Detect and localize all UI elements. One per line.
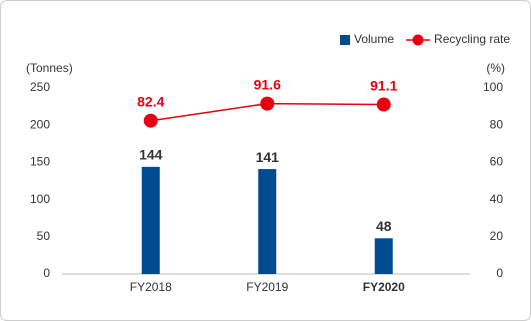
legend-label: Volume	[354, 32, 394, 46]
y2-tick-label: 100	[483, 80, 503, 94]
bar	[374, 238, 393, 274]
y-tick-label: 100	[30, 192, 50, 206]
y-tick-label: 200	[30, 117, 50, 131]
legend-swatch	[340, 35, 350, 45]
legend-swatch	[412, 34, 424, 46]
y-tick-label: 50	[37, 229, 51, 243]
y2-tick-label: 0	[496, 266, 503, 280]
y-tick-label: 150	[30, 155, 50, 169]
x-tick-label: FY2018	[130, 280, 172, 294]
y2-tick-label: 40	[490, 192, 504, 206]
bar	[258, 169, 277, 274]
bar	[141, 166, 160, 274]
bar-value-label: 144	[139, 147, 163, 163]
y-axis-label: (Tonnes)	[26, 61, 73, 75]
line-point	[143, 113, 158, 128]
line-value-label: 82.4	[137, 93, 164, 109]
line-point	[260, 96, 275, 111]
y-tick-label: 250	[30, 80, 50, 94]
legend-label: Recycling rate	[434, 32, 510, 46]
line-value-label: 91.1	[370, 77, 397, 93]
y2-tick-label: 80	[490, 117, 504, 131]
line-value-label: 91.6	[254, 76, 281, 92]
bar-value-label: 141	[256, 149, 280, 165]
x-tick-label: FY2020	[363, 280, 405, 294]
x-tick-label: FY2019	[246, 280, 288, 294]
bar-value-label: 48	[376, 218, 392, 234]
y2-axis-label: (%)	[486, 61, 505, 75]
y2-tick-label: 20	[490, 229, 504, 243]
line-point	[376, 97, 391, 112]
y2-tick-label: 60	[490, 155, 504, 169]
y-tick-label: 0	[43, 266, 50, 280]
